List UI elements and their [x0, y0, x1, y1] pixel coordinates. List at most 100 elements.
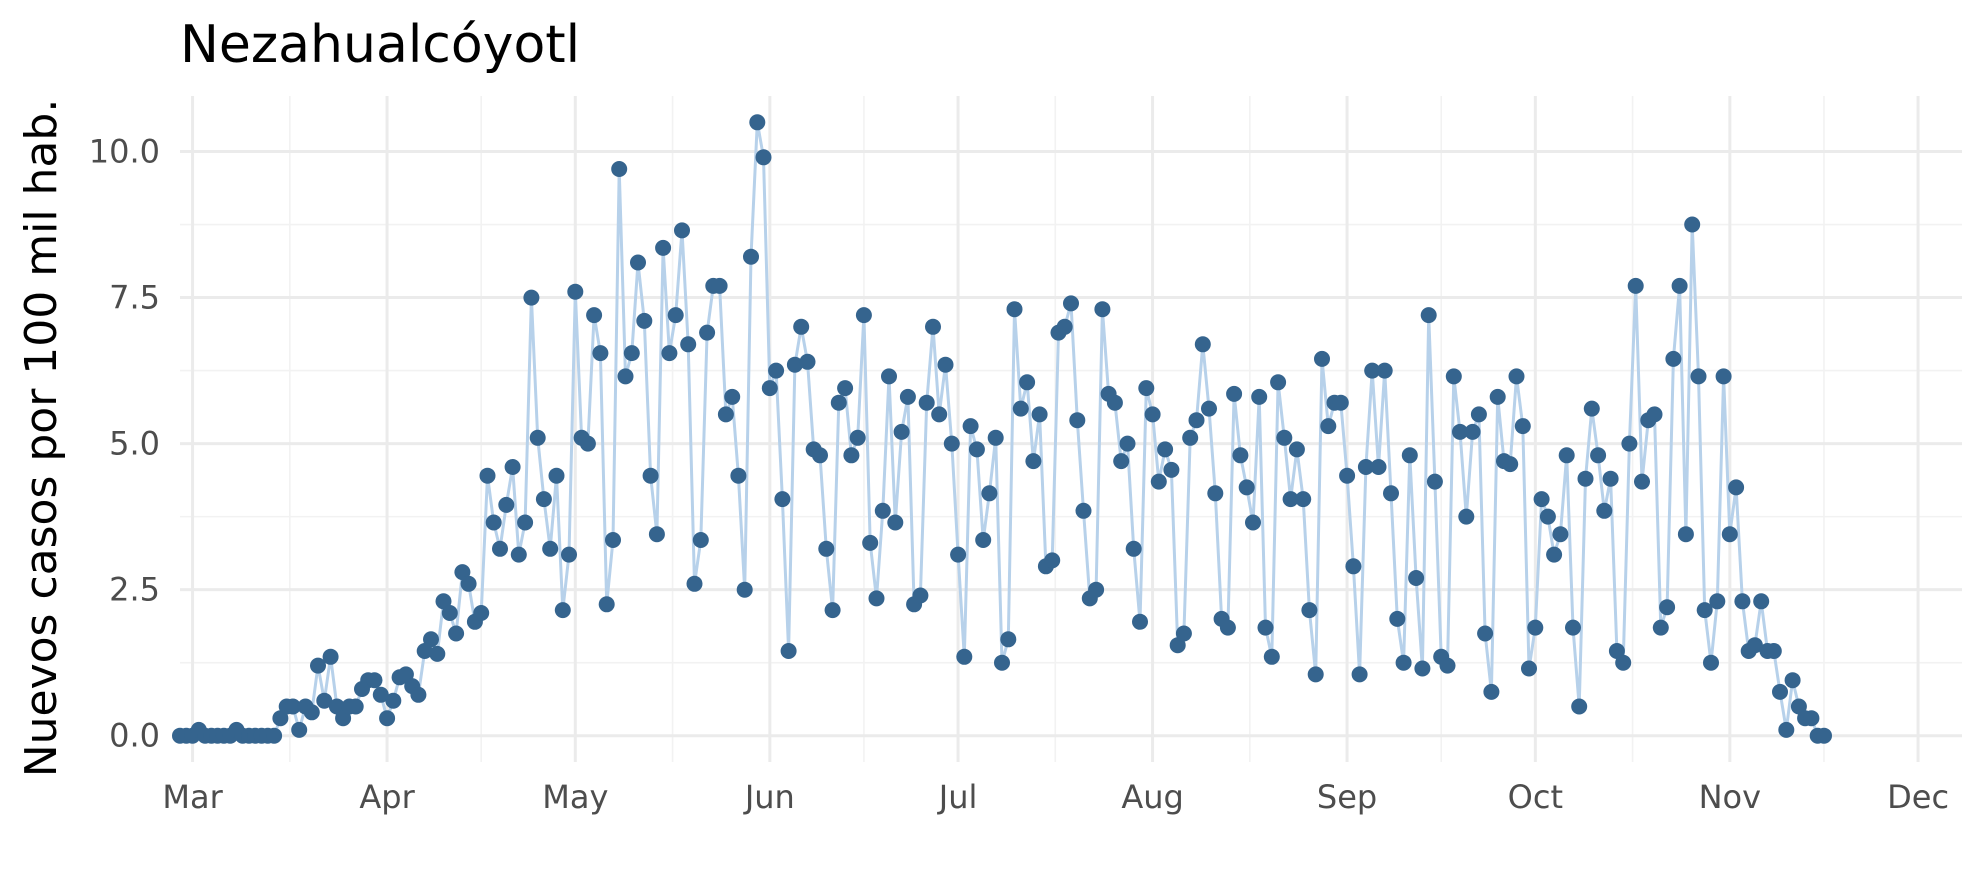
- data-point: [1357, 459, 1374, 475]
- data-point: [1031, 406, 1048, 423]
- data-point: [366, 672, 383, 689]
- data-point: [1006, 301, 1023, 318]
- data-point: [799, 353, 816, 370]
- data-point: [567, 283, 584, 300]
- data-point: [1226, 385, 1243, 402]
- data-point: [579, 435, 596, 452]
- data-point: [968, 441, 985, 458]
- data-point: [322, 648, 339, 665]
- data-point: [1470, 406, 1487, 423]
- data-point: [1150, 473, 1167, 490]
- data-point: [1753, 593, 1770, 610]
- data-point: [485, 514, 502, 531]
- data-point: [1790, 698, 1807, 715]
- data-point: [1201, 400, 1217, 417]
- data-point: [416, 643, 433, 659]
- data-point: [1803, 710, 1820, 727]
- data-point: [1772, 683, 1788, 700]
- data-point: [680, 336, 697, 353]
- data-point: [1169, 637, 1186, 654]
- data-point: [1194, 336, 1211, 353]
- data-point: [1728, 479, 1745, 496]
- data-point: [1539, 508, 1556, 525]
- data-point: [1088, 581, 1105, 598]
- data-point: [1514, 418, 1531, 435]
- chart-title: Nezahualcóyotl: [180, 15, 580, 75]
- data-point: [1138, 380, 1155, 397]
- data-point: [592, 345, 609, 362]
- data-point: [1276, 429, 1293, 446]
- data-point: [1602, 470, 1619, 487]
- data-point: [950, 546, 967, 563]
- data-point: [1677, 526, 1694, 543]
- data-point: [855, 307, 872, 324]
- data-point: [768, 362, 785, 379]
- data-point: [510, 546, 527, 563]
- data-point: [1684, 216, 1701, 233]
- data-point: [448, 625, 465, 642]
- data-point: [523, 289, 540, 306]
- data-point: [1452, 423, 1468, 440]
- data-point: [397, 666, 414, 683]
- data-point: [561, 546, 577, 563]
- data-point: [1113, 453, 1130, 470]
- data-point: [1426, 473, 1443, 490]
- data-point: [1596, 502, 1613, 519]
- data-point: [893, 423, 910, 440]
- data-point: [303, 704, 320, 721]
- data-point: [1508, 368, 1525, 385]
- data-point: [943, 435, 960, 452]
- data-point: [818, 540, 835, 557]
- data-point: [1615, 654, 1632, 671]
- data-point: [743, 248, 759, 265]
- data-point: [1307, 666, 1324, 683]
- data-point: [1383, 485, 1399, 502]
- data-point: [1351, 666, 1368, 683]
- data-point: [1521, 660, 1537, 677]
- data-point: [881, 368, 897, 385]
- data-point: [1690, 368, 1707, 385]
- y-axis-label: Nuevos casos por 100 mil hab.: [16, 99, 67, 778]
- data-point: [837, 380, 854, 397]
- x-tick-label: Oct: [1508, 778, 1563, 816]
- data-point: [1546, 546, 1563, 563]
- data-point: [598, 596, 615, 613]
- data-point: [1577, 470, 1594, 487]
- data-point: [1295, 491, 1312, 508]
- data-point: [994, 654, 1010, 671]
- data-point: [1063, 295, 1079, 312]
- data-point: [1696, 602, 1713, 619]
- y-tick-label: 5.0: [109, 425, 160, 463]
- data-point: [648, 526, 665, 543]
- data-point: [755, 149, 772, 166]
- series-points-group: [172, 114, 1832, 744]
- data-point: [1671, 277, 1688, 294]
- data-point: [636, 312, 653, 329]
- data-point: [1552, 526, 1569, 543]
- data-point: [266, 727, 283, 744]
- data-point: [1634, 473, 1650, 490]
- data-point: [862, 534, 879, 551]
- data-point: [1000, 631, 1017, 648]
- data-point: [1721, 526, 1738, 543]
- data-point: [1188, 412, 1205, 429]
- data-point: [1590, 447, 1607, 464]
- data-point: [586, 307, 603, 324]
- data-point: [868, 590, 885, 607]
- data-point: [711, 277, 728, 294]
- data-point: [498, 496, 515, 513]
- data-point: [1483, 683, 1500, 700]
- data-point: [1132, 613, 1148, 630]
- data-point: [284, 698, 301, 715]
- data-point: [1345, 558, 1362, 575]
- data-point: [1163, 461, 1180, 478]
- data-point: [1489, 388, 1506, 405]
- data-point: [410, 686, 427, 703]
- data-point: [667, 307, 684, 324]
- data-point: [1106, 394, 1123, 411]
- data-point: [937, 356, 954, 373]
- data-point: [1320, 418, 1337, 435]
- data-point: [1125, 540, 1142, 557]
- x-tick-labels: Mar Apr May Jun Jul Aug Sep Oct Nov Dec: [162, 778, 1949, 816]
- data-point: [1332, 394, 1349, 411]
